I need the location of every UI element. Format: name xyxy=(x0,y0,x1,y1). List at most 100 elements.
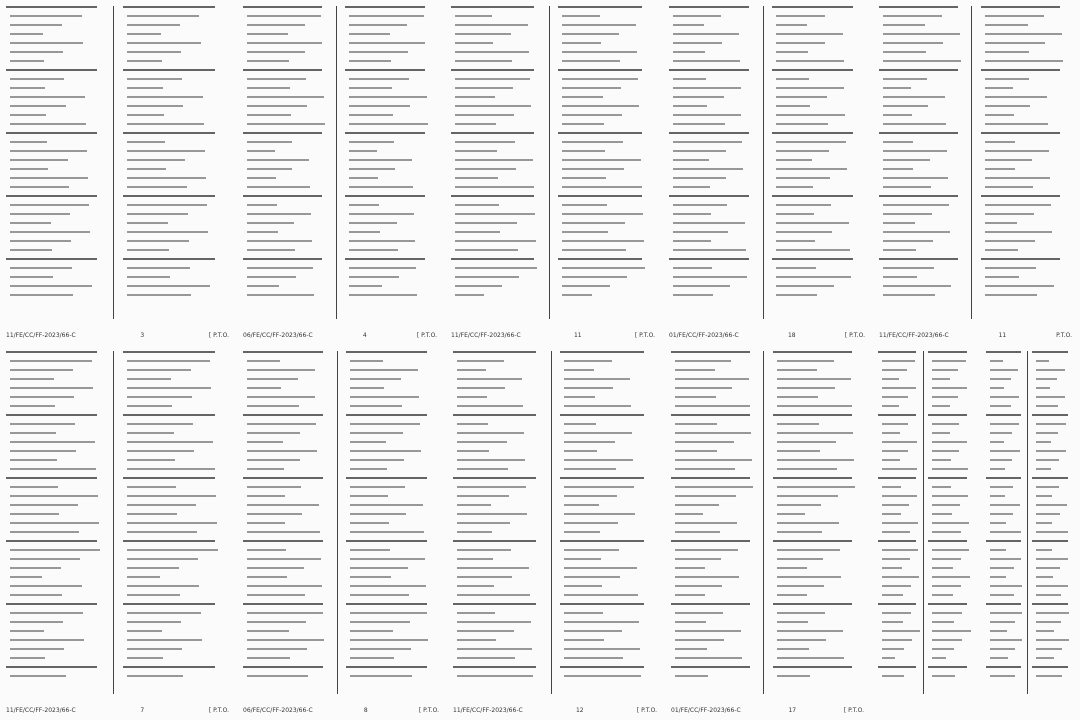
exam-page: 11/FE/CC/FF-2023/66-C 12 [ P.T.O. xyxy=(447,345,666,720)
question-text-line xyxy=(986,540,1021,542)
page-footer: 11/FE/CC/FF-2023/66-C 11 [ P.T.O. xyxy=(451,332,655,339)
exam-page xyxy=(980,345,1080,720)
question-column xyxy=(123,6,231,319)
option-text-line xyxy=(673,276,748,278)
option-text-line xyxy=(350,459,405,461)
option-text-line xyxy=(673,159,709,161)
option-text-line xyxy=(247,675,308,677)
option-text-line xyxy=(10,51,64,53)
question-text-line xyxy=(986,414,1021,416)
option-text-line xyxy=(1036,630,1054,632)
option-text-line xyxy=(1036,396,1066,398)
option-text-line xyxy=(1036,648,1062,650)
question-text-line xyxy=(451,132,534,134)
question-text-line xyxy=(772,666,852,668)
option-text-line xyxy=(349,267,416,269)
option-text-line xyxy=(675,567,705,569)
option-text-line xyxy=(932,585,962,587)
option-text-line xyxy=(882,675,904,677)
option-text-line xyxy=(349,24,408,26)
option-text-line xyxy=(564,639,604,641)
option-text-line xyxy=(562,249,627,251)
question-text-line xyxy=(6,351,97,353)
option-text-line xyxy=(247,168,293,170)
option-text-line xyxy=(882,396,908,398)
option-text-line xyxy=(562,267,646,269)
option-text-line xyxy=(882,648,904,650)
option-text-line xyxy=(247,360,280,362)
option-text-line xyxy=(562,114,622,116)
option-text-line xyxy=(127,486,176,488)
option-text-line xyxy=(984,285,1054,287)
option-text-line xyxy=(932,378,950,380)
option-text-line xyxy=(455,141,515,143)
option-text-line xyxy=(882,594,903,596)
option-text-line xyxy=(247,78,307,80)
option-text-line xyxy=(350,522,390,524)
option-text-line xyxy=(350,576,391,578)
option-text-line xyxy=(247,612,323,614)
option-text-line xyxy=(562,213,644,215)
option-text-line xyxy=(1036,486,1060,488)
option-text-line xyxy=(247,450,318,452)
option-text-line xyxy=(883,33,960,35)
option-text-line xyxy=(127,276,171,278)
option-text-line xyxy=(990,558,1022,560)
option-text-line xyxy=(883,141,913,143)
option-text-line xyxy=(675,549,738,551)
option-text-line xyxy=(990,378,1011,380)
option-text-line xyxy=(675,495,736,497)
option-text-line xyxy=(562,123,604,125)
option-text-line xyxy=(10,96,85,98)
option-text-line xyxy=(984,222,1018,224)
question-text-line xyxy=(453,414,536,416)
option-text-line xyxy=(350,612,427,614)
option-text-line xyxy=(562,168,624,170)
option-text-line xyxy=(127,495,216,497)
question-text-line xyxy=(772,540,852,542)
option-text-line xyxy=(984,150,1050,152)
option-text-line xyxy=(455,168,516,170)
option-text-line xyxy=(10,630,45,632)
question-text-line xyxy=(123,477,215,479)
footer-pto: [ P.T.O. xyxy=(636,707,657,714)
option-text-line xyxy=(564,450,597,452)
option-text-line xyxy=(776,78,810,80)
question-column xyxy=(6,351,114,694)
option-text-line xyxy=(673,15,721,17)
option-text-line xyxy=(984,51,1029,53)
question-text-line xyxy=(123,195,215,197)
option-text-line xyxy=(984,42,1046,44)
option-text-line xyxy=(932,369,958,371)
option-text-line xyxy=(675,513,703,515)
exam-page: 11/FE/CC/FF-2023/66-C 7 [ P.T.O. xyxy=(0,345,238,720)
option-text-line xyxy=(1036,522,1052,524)
option-text-line xyxy=(457,495,509,497)
option-text-line xyxy=(127,648,183,650)
option-text-line xyxy=(776,396,818,398)
option-text-line xyxy=(990,450,1020,452)
question-text-line xyxy=(772,132,853,134)
option-text-line xyxy=(10,612,83,614)
option-text-line xyxy=(10,468,97,470)
question-column xyxy=(558,6,657,319)
option-text-line xyxy=(350,378,402,380)
option-text-line xyxy=(564,567,638,569)
question-text-line xyxy=(123,351,215,353)
option-text-line xyxy=(247,267,313,269)
question-text-line xyxy=(243,258,322,260)
option-text-line xyxy=(932,432,951,434)
option-text-line xyxy=(675,621,707,623)
footer-code: 11/FE/CC/FF-2023/66-C xyxy=(451,332,521,339)
option-text-line xyxy=(776,360,834,362)
option-text-line xyxy=(673,204,728,206)
option-text-line xyxy=(882,630,920,632)
option-text-line xyxy=(127,360,211,362)
option-text-line xyxy=(349,123,428,125)
option-text-line xyxy=(564,468,616,470)
option-text-line xyxy=(127,96,203,98)
option-text-line xyxy=(776,231,833,233)
question-text-line xyxy=(1032,666,1068,668)
option-text-line xyxy=(882,504,910,506)
option-text-line xyxy=(990,657,1008,659)
